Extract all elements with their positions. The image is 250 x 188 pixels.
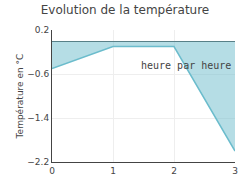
svg-text:3: 3 — [232, 166, 238, 176]
svg-text:0.2: 0.2 — [35, 25, 49, 35]
svg-text:1: 1 — [110, 166, 116, 176]
svg-text:0: 0 — [49, 166, 55, 176]
svg-text:−2.2: −2.2 — [27, 157, 49, 167]
svg-text:Evolution de la température: Evolution de la température — [41, 3, 210, 17]
svg-text:heure par heure: heure par heure — [141, 60, 231, 71]
svg-text:Température en °C: Température en °C — [15, 54, 25, 140]
svg-text:−0.6: −0.6 — [27, 69, 49, 79]
svg-text:2: 2 — [171, 166, 177, 176]
svg-text:−1.4: −1.4 — [27, 113, 49, 123]
